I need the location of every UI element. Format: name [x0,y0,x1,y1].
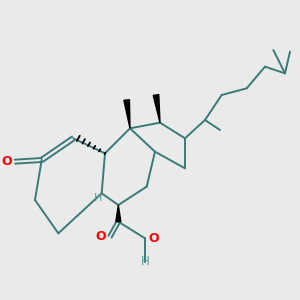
Text: O: O [149,232,159,245]
Text: H: H [94,193,103,203]
Polygon shape [153,94,160,123]
Polygon shape [124,100,130,128]
Polygon shape [116,205,121,222]
Text: O: O [2,155,12,168]
Text: H: H [141,255,149,268]
Text: O: O [96,230,106,243]
